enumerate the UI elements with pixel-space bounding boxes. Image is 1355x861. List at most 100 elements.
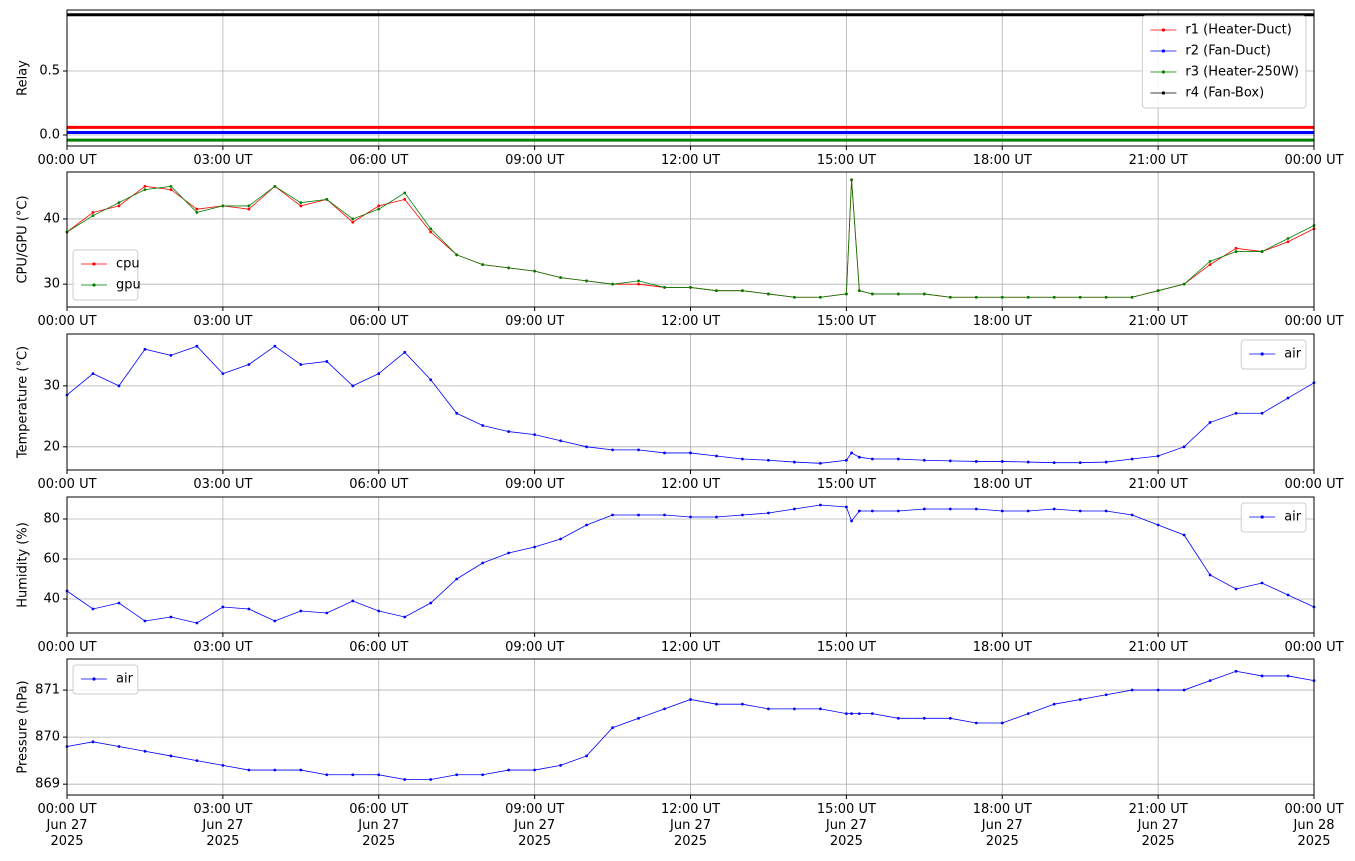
legend-label: air <box>1284 347 1302 362</box>
data-point <box>1286 674 1290 678</box>
data-point <box>850 451 853 455</box>
data-point <box>351 773 355 777</box>
data-point <box>273 184 277 188</box>
data-point <box>481 263 485 267</box>
data-point <box>1260 250 1264 253</box>
y-axis-title: Pressure (hPa) <box>16 680 31 773</box>
data-point <box>1156 688 1160 692</box>
data-point <box>1000 295 1004 299</box>
data-point <box>793 295 796 299</box>
data-point <box>689 451 692 455</box>
data-point <box>299 768 303 772</box>
data-point <box>1156 289 1160 293</box>
x-tick-label: 12:00 UT <box>660 153 721 168</box>
x-tick-label: 00:00 UT <box>37 153 97 168</box>
x-tick-label: 09:00 UT <box>505 640 565 655</box>
data-point <box>637 279 640 283</box>
data-point <box>559 537 563 541</box>
data-point <box>195 759 199 763</box>
data-point <box>637 282 640 286</box>
x-tick-label: 15:00 UT <box>816 640 876 655</box>
legend-marker <box>92 283 96 287</box>
x-tick-label: 15:00 UT <box>816 314 876 329</box>
data-point <box>1208 421 1212 424</box>
y-tick-label: 0.0 <box>39 127 60 142</box>
data-point <box>195 211 199 214</box>
data-point <box>922 458 926 462</box>
data-point <box>922 716 926 720</box>
data-point <box>91 607 95 611</box>
data-point <box>143 749 147 753</box>
data-point <box>143 347 147 351</box>
data-point <box>1000 721 1004 725</box>
data-point <box>741 702 744 706</box>
y-axis-title: Temperature (°C) <box>16 346 31 459</box>
data-point <box>1130 295 1134 299</box>
data-point <box>844 292 848 296</box>
data-point <box>247 204 251 208</box>
legend-box <box>1240 339 1307 370</box>
x-tick-label: 18:00 UT <box>972 314 1032 329</box>
data-point <box>585 445 588 449</box>
data-point <box>273 768 277 772</box>
x-tick-label: 03:00 UT <box>193 153 253 168</box>
data-point <box>715 702 718 706</box>
data-point <box>870 712 874 715</box>
data-point <box>1286 237 1290 240</box>
data-point <box>1260 674 1264 678</box>
data-point <box>117 745 121 748</box>
data-point <box>637 448 640 452</box>
data-point <box>870 292 874 296</box>
data-point <box>169 615 173 619</box>
data-point <box>896 292 900 296</box>
data-point <box>325 773 329 777</box>
data-point <box>533 768 537 772</box>
data-point <box>585 279 588 283</box>
data-point <box>896 457 900 461</box>
data-point <box>663 286 666 289</box>
data-point <box>117 201 121 205</box>
data-point <box>351 217 355 221</box>
data-point <box>818 503 822 507</box>
data-point <box>1104 693 1108 697</box>
data-point <box>585 754 588 758</box>
data-point <box>1104 509 1108 513</box>
data-point <box>169 353 173 357</box>
data-point <box>611 282 614 286</box>
data-point <box>922 507 926 511</box>
data-point <box>273 344 277 348</box>
y-axis-title: Relay <box>16 60 31 96</box>
x-tick-label: 21:00 UT <box>1128 314 1188 329</box>
data-point <box>169 184 173 188</box>
x-tick-label: 12:00 UT <box>660 314 721 329</box>
y-tick-label: 0.5 <box>39 64 60 79</box>
data-point <box>559 276 563 280</box>
data-point <box>948 295 952 299</box>
data-point <box>195 207 199 211</box>
data-point <box>1182 282 1186 286</box>
data-point <box>221 605 225 609</box>
data-point <box>585 523 588 527</box>
data-point <box>117 204 121 208</box>
data-point <box>299 201 303 205</box>
data-point <box>1208 263 1212 267</box>
data-point <box>351 599 355 603</box>
data-point <box>793 707 796 711</box>
data-point <box>403 197 407 201</box>
data-point <box>91 211 95 214</box>
y-tick-label: 30 <box>43 378 60 393</box>
data-point <box>455 411 459 415</box>
legend-label: air <box>1284 510 1302 525</box>
data-point <box>559 763 563 767</box>
data-point <box>403 778 407 781</box>
data-point <box>1286 593 1290 597</box>
plot-frame <box>66 333 1315 471</box>
data-point <box>507 551 511 555</box>
data-point <box>974 460 978 463</box>
legend-label: r1 (Heater-Duct) <box>1185 23 1291 38</box>
data-point <box>195 344 199 348</box>
data-point <box>143 184 147 188</box>
data-point <box>403 615 407 619</box>
legend-marker <box>1161 28 1165 32</box>
data-point <box>1104 460 1108 464</box>
